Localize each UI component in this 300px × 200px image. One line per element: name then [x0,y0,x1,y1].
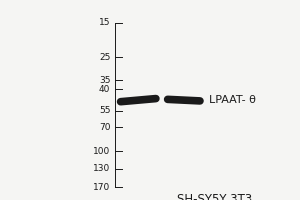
Text: 130: 130 [93,164,110,173]
Text: 35: 35 [99,76,110,85]
Text: 15: 15 [99,18,110,27]
Text: 170: 170 [93,183,110,192]
Text: 25: 25 [99,53,110,62]
Text: LPAAT- θ: LPAAT- θ [209,95,256,105]
Text: 55: 55 [99,106,110,115]
Text: SH-SY5Y 3T3: SH-SY5Y 3T3 [177,193,252,200]
Text: 70: 70 [99,123,110,132]
Text: 40: 40 [99,85,110,94]
Text: 100: 100 [93,147,110,156]
